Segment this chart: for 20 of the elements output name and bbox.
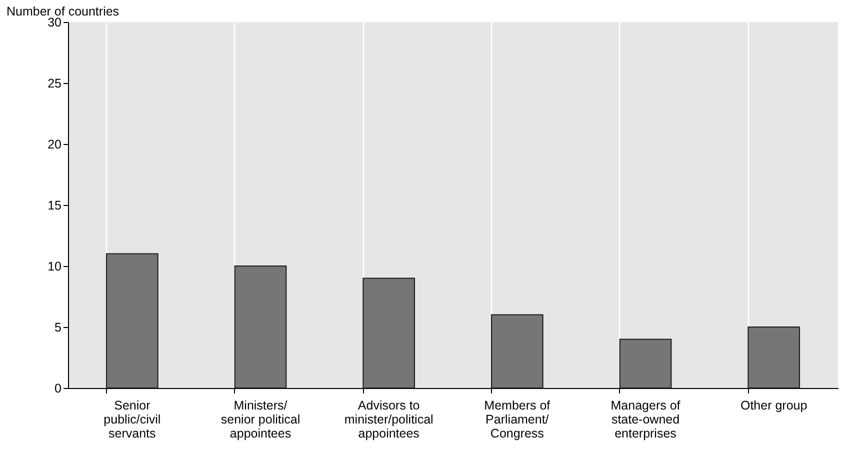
y-tick-label: 5	[54, 320, 62, 334]
x-tick-label: Managers of state-owned enterprises	[610, 398, 681, 440]
y-tick-label: 25	[48, 76, 62, 90]
bar	[748, 326, 800, 388]
bar	[106, 253, 158, 388]
x-tick-label: Ministers/ senior political appointees	[220, 398, 300, 440]
y-tick-label: 20	[48, 138, 62, 152]
bar	[234, 266, 287, 388]
bar	[362, 278, 415, 388]
y-axis-title: Number of countries	[6, 4, 120, 18]
y-tick-label: 0	[54, 382, 62, 396]
y-tick-label: 30	[48, 16, 62, 30]
x-tick-label: Advisors to minister/political appointees	[344, 398, 434, 440]
bar	[491, 314, 544, 388]
x-tick-label: Senior public/civil servants	[104, 398, 161, 440]
y-tick-label: 15	[48, 198, 62, 212]
x-tick-label: Other group	[740, 398, 808, 412]
bar	[619, 338, 672, 388]
x-tick-label: Members of Parliament/ Congress	[484, 398, 551, 440]
y-tick-label: 10	[48, 260, 62, 274]
